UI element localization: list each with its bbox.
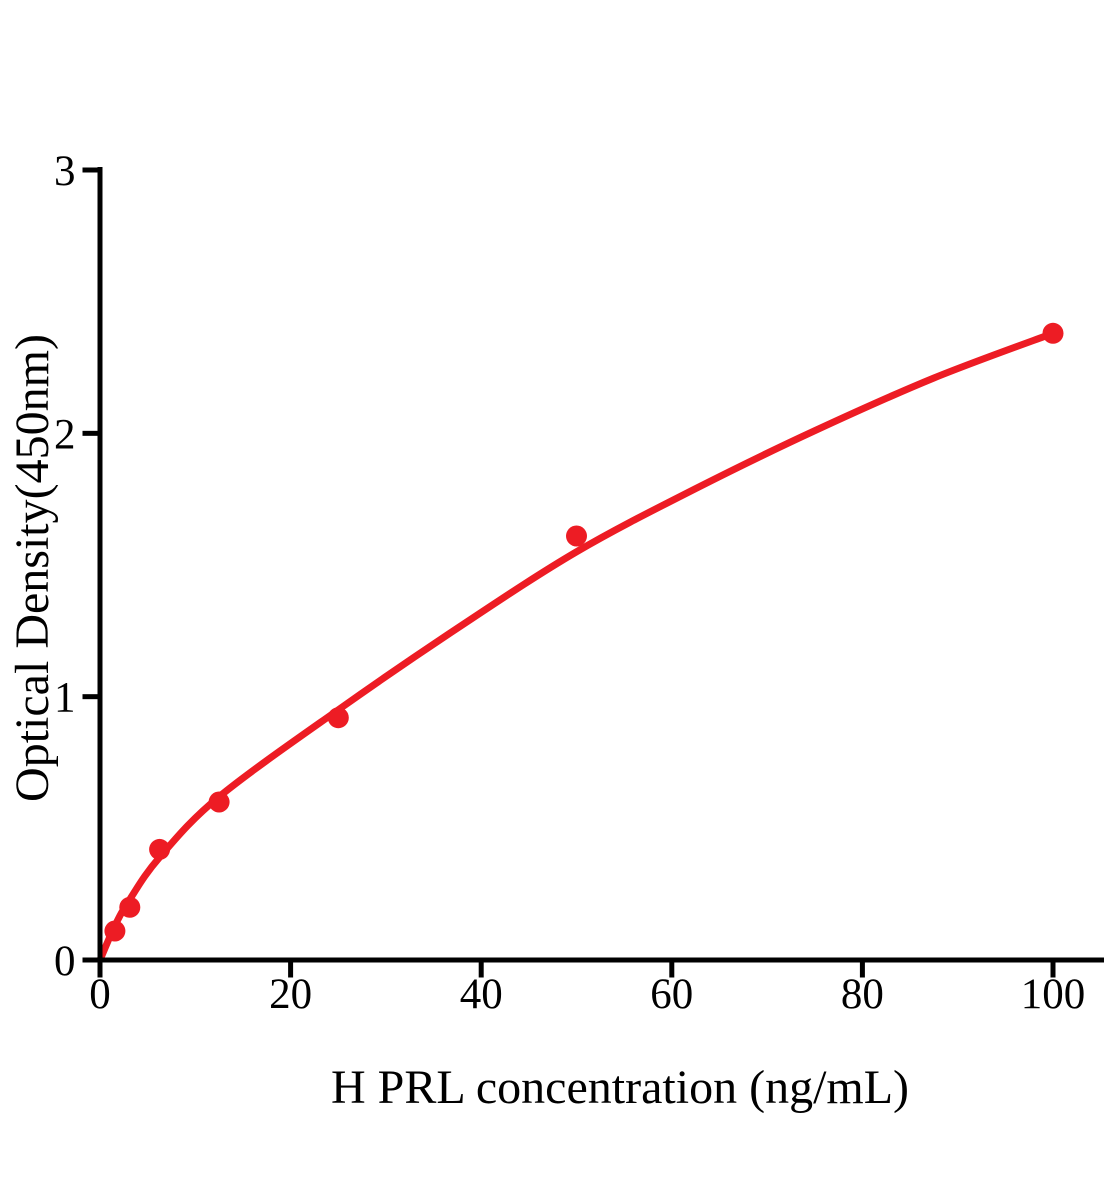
data-point — [149, 838, 171, 860]
x-tick-label: 100 — [1021, 971, 1086, 1018]
fit-curve-line — [96, 329, 1057, 964]
data-point — [119, 896, 141, 918]
y-tick-label: 3 — [54, 148, 76, 195]
x-tick-label: 40 — [460, 971, 503, 1018]
data-point — [566, 525, 587, 547]
data-point — [327, 707, 349, 729]
y-tick-label: 0 — [54, 938, 76, 985]
y-tick-label: 1 — [54, 675, 76, 722]
y-axis-title: Optical Density(450nm) — [6, 334, 59, 802]
fit-curve-layer — [96, 329, 1057, 964]
axis-layer: 0 20 40 60 80 100 0 1 2 3 — [54, 148, 1104, 1018]
x-tick-label: 20 — [269, 971, 312, 1018]
x-tick-label: 60 — [650, 971, 693, 1018]
x-tick-label: 0 — [89, 971, 111, 1018]
data-point — [208, 791, 230, 813]
x-axis-title: H PRL concentration (ng/mL) — [331, 1061, 909, 1114]
y-tick-label: 2 — [54, 411, 76, 458]
data-point — [1042, 322, 1064, 344]
data-point — [104, 920, 126, 942]
x-tick-label: 80 — [841, 971, 884, 1018]
data-point-layer — [104, 322, 1064, 942]
